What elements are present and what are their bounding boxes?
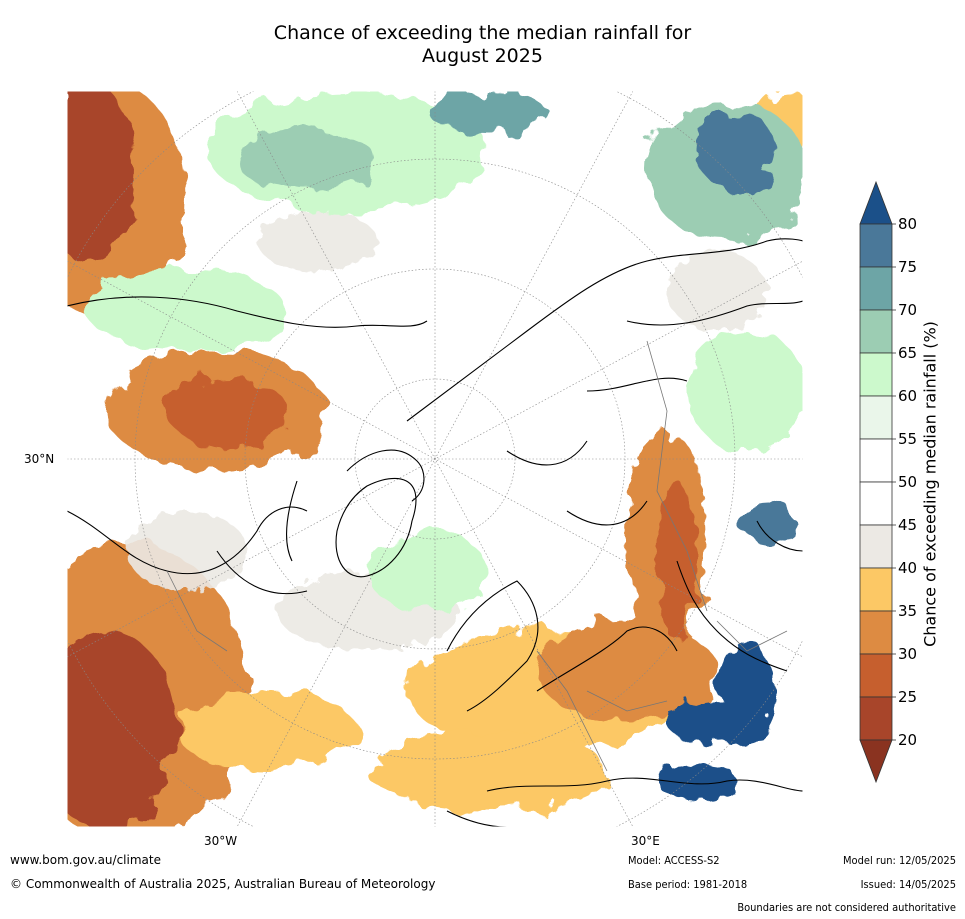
colorbar-bin bbox=[859, 266, 893, 311]
colorbar-tick-label: 20 bbox=[898, 731, 917, 749]
colorbar-tick-label: 30 bbox=[898, 645, 917, 663]
colorbar-tick-label: 65 bbox=[898, 344, 917, 362]
colorbar-bin bbox=[859, 481, 893, 526]
colorbar-bin bbox=[859, 653, 893, 698]
colorbar-tick-label: 35 bbox=[898, 602, 917, 620]
colorbar-tick-label: 40 bbox=[898, 559, 917, 577]
coastlines bbox=[67, 238, 803, 827]
colorbar-bin bbox=[859, 223, 893, 268]
title-line-2: August 2025 bbox=[422, 45, 543, 67]
colorbar-under-arrow bbox=[859, 739, 893, 784]
colorbar-bin bbox=[859, 438, 893, 483]
colorbar-tick-label: 45 bbox=[898, 516, 917, 534]
dry-anomaly-areas bbox=[67, 91, 803, 827]
colorbar-tick-label: 60 bbox=[898, 387, 917, 405]
graticule bbox=[67, 91, 803, 827]
colorbar-over-arrow bbox=[859, 180, 893, 225]
colorbar-bin bbox=[859, 395, 893, 440]
colorbar-bin bbox=[859, 352, 893, 397]
footer-issued: Issued: 14/05/2025 bbox=[860, 878, 956, 891]
colorbar-tick-label: 70 bbox=[898, 301, 917, 319]
footer-disclaimer: Boundaries are not considered authoritat… bbox=[737, 901, 956, 914]
wet-anomaly-areas bbox=[87, 91, 803, 801]
map-title: Chance of exceeding the median rainfall … bbox=[0, 22, 965, 68]
footer-copyright: © Commonwealth of Australia 2025, Austra… bbox=[10, 877, 436, 891]
colorbar-bin bbox=[859, 309, 893, 354]
colorbar-title: Chance of exceeding median rainfall (%) bbox=[920, 321, 940, 647]
colorbar-bin bbox=[859, 696, 893, 741]
longitude-label-30e: 30°E bbox=[631, 834, 660, 848]
colorbar: 20 25 30 35 40 45 50 55 60 65 70 75 80 bbox=[859, 180, 917, 784]
footer-base-period: Base period: 1981-2018 bbox=[628, 878, 748, 891]
colorbar-tick-label: 75 bbox=[898, 258, 917, 276]
latitude-label-30n: 30°N bbox=[24, 452, 55, 466]
footer-model: Model: ACCESS-S2 bbox=[628, 854, 720, 867]
longitude-label-30w: 30°W bbox=[204, 834, 238, 848]
country-borders bbox=[166, 340, 788, 772]
rainfall-probability-map bbox=[67, 91, 803, 827]
colorbar-bin bbox=[859, 524, 893, 569]
colorbar-bin bbox=[859, 567, 893, 612]
title-line-1: Chance of exceeding the median rainfall … bbox=[273, 22, 692, 44]
colorbar-bin bbox=[859, 610, 893, 655]
footer-url: www.bom.gov.au/climate bbox=[10, 853, 161, 867]
colorbar-tick-label: 50 bbox=[898, 473, 917, 491]
colorbar-tick-label: 55 bbox=[898, 430, 917, 448]
footer-model-run: Model run: 12/05/2025 bbox=[843, 854, 956, 867]
colorbar-tick-label: 25 bbox=[898, 688, 917, 706]
colorbar-tick-label: 80 bbox=[898, 215, 917, 233]
